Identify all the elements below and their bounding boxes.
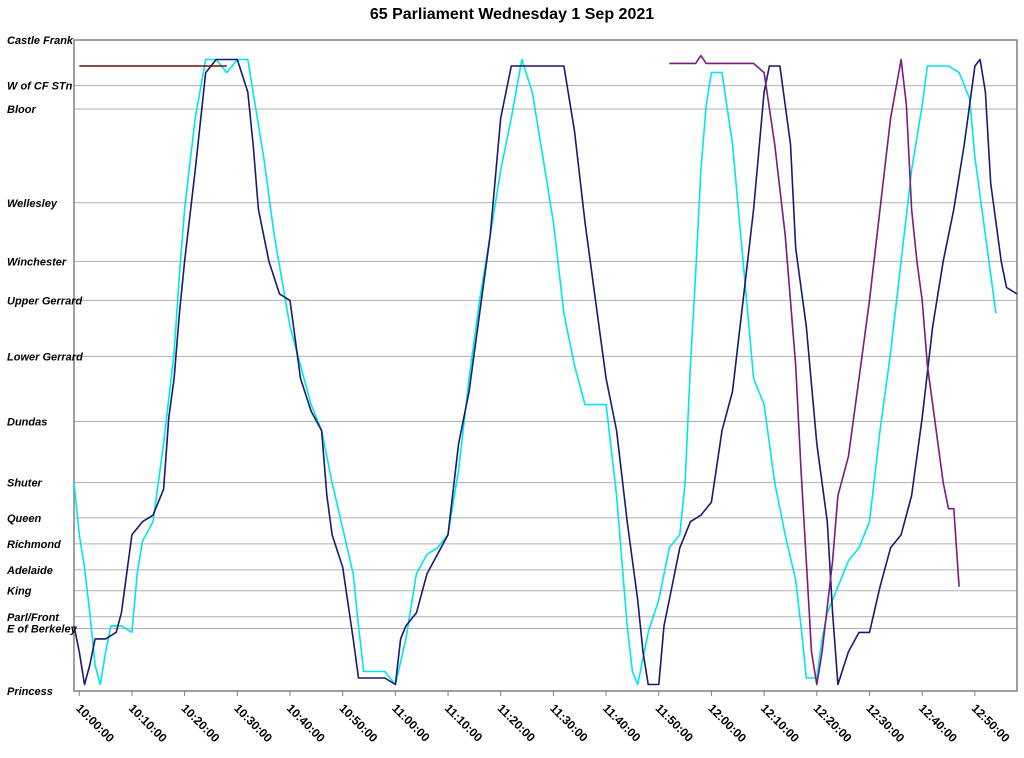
series-line [669, 54, 960, 686]
x-tick-label: 12:10:00 [758, 701, 802, 745]
x-tick-label: 12:30:00 [863, 701, 907, 745]
y-stop-label: Princess [7, 686, 53, 698]
x-tick-label: 11:50:00 [653, 701, 697, 745]
chart-title: 65 Parliament Wednesday 1 Sep 2021 [369, 6, 655, 23]
x-tick-label: 10:30:00 [231, 701, 275, 745]
x-tick-label: 12:40:00 [916, 701, 960, 745]
x-tick-label: 12:00:00 [705, 701, 749, 745]
x-tick-label: 11:00:00 [389, 701, 433, 745]
x-tick-label: 11:30:00 [547, 701, 591, 745]
x-tick-label: 12:20:00 [811, 701, 855, 745]
y-stop-label: Lower Gerrard [7, 351, 83, 363]
y-stop-label: Adelaide [6, 565, 53, 577]
y-stop-label: Castle Frank [7, 35, 74, 47]
x-tick-label: 10:20:00 [179, 701, 223, 745]
y-stop-label: Richmond [7, 539, 61, 551]
x-tick-label: 12:50:00 [969, 701, 1013, 745]
y-stop-label: Bloor [7, 104, 36, 116]
x-tick-label: 11:10:00 [442, 701, 486, 745]
x-tick-label: 10:50:00 [337, 701, 381, 745]
plot-frame [73, 39, 1018, 692]
x-tick-label: 10:00:00 [73, 701, 117, 745]
y-stop-label: E of Berkeley [7, 624, 78, 636]
series-line [73, 58, 997, 686]
x-tick-label: 10:40:00 [284, 701, 328, 745]
series-lines [73, 54, 1018, 686]
y-stop-label: Dundas [7, 416, 47, 428]
y-stop-label: Shuter [7, 478, 43, 490]
x-axis-time-labels: 10:00:00 10:10:00 10:20:00 10:30:00 10:40:00… [73, 691, 1013, 745]
y-stop-label: Queen [7, 513, 42, 525]
y-stop-label: Upper Gerrard [7, 295, 82, 307]
x-tick-label: 10:10:00 [126, 701, 170, 745]
x-tick-label: 11:20:00 [495, 701, 539, 745]
y-stop-label: W of CF STn [7, 81, 73, 93]
series-line [73, 58, 1018, 686]
x-tick-label: 11:40:00 [600, 701, 644, 745]
y-stop-label: Wellesley [7, 198, 58, 210]
y-stop-label: Parl/Front [7, 612, 60, 624]
gridlines [74, 39, 1017, 692]
y-stop-label: Winchester [7, 256, 67, 268]
y-axis-stop-labels: Castle Frank W of CF STn Bloor Wellesley Win… [6, 35, 83, 698]
y-stop-label: King [7, 586, 32, 598]
